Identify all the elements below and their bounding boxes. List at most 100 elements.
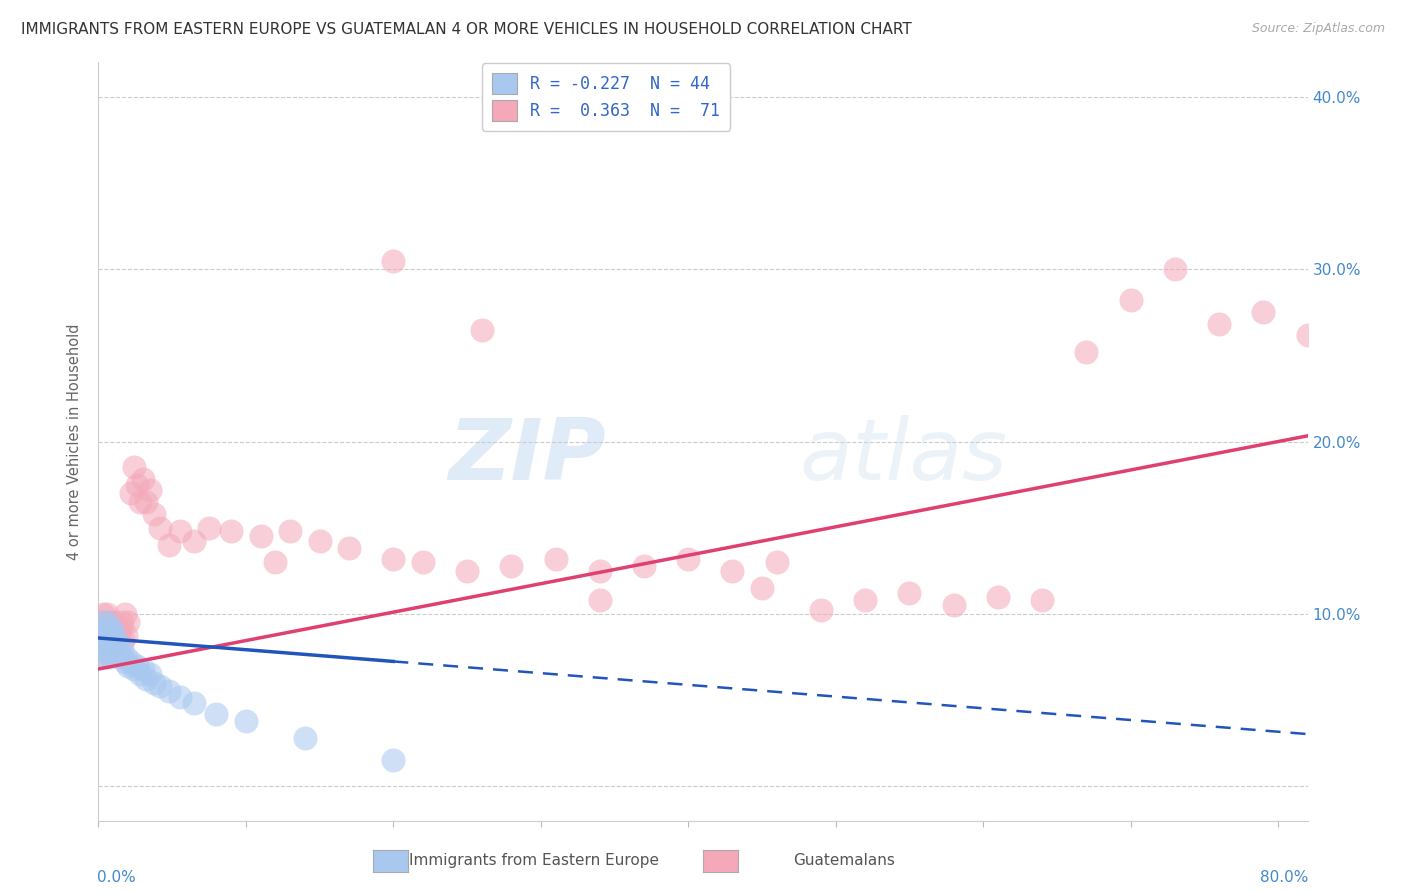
Point <box>115 627 138 641</box>
Point <box>1076 345 1098 359</box>
Point <box>114 655 136 669</box>
Point <box>100 624 122 639</box>
Point <box>157 684 180 698</box>
Point <box>94 627 117 641</box>
Point <box>98 621 121 635</box>
Point <box>721 564 744 578</box>
Point <box>219 524 242 538</box>
Point <box>678 551 700 566</box>
Point <box>101 645 124 659</box>
Point <box>105 632 128 647</box>
Point <box>120 486 142 500</box>
Point <box>125 658 148 673</box>
Point <box>89 624 111 639</box>
Point <box>94 649 117 664</box>
Point <box>987 590 1010 604</box>
Point <box>135 495 157 509</box>
Text: ZIP: ZIP <box>449 415 606 499</box>
Point <box>501 558 523 573</box>
Text: IMMIGRANTS FROM EASTERN EUROPE VS GUATEMALAN 4 OR MORE VEHICLES IN HOUSEHOLD COR: IMMIGRANTS FROM EASTERN EUROPE VS GUATEM… <box>21 22 912 37</box>
Point <box>89 649 111 664</box>
Point <box>264 555 287 569</box>
Y-axis label: 4 or more Vehicles in Household: 4 or more Vehicles in Household <box>67 323 83 560</box>
Point <box>104 638 127 652</box>
Point <box>91 641 114 656</box>
Point <box>122 662 145 676</box>
Point <box>110 621 132 635</box>
Point <box>93 621 115 635</box>
Point <box>90 632 112 647</box>
Point <box>110 649 132 664</box>
Text: Source: ZipAtlas.com: Source: ZipAtlas.com <box>1251 22 1385 36</box>
Point <box>198 521 221 535</box>
Point <box>1208 318 1230 332</box>
Point <box>456 564 478 578</box>
Point <box>112 632 135 647</box>
Point <box>100 627 122 641</box>
Point <box>337 541 360 556</box>
Point <box>149 521 172 535</box>
Point <box>94 645 117 659</box>
Point <box>104 615 127 630</box>
Point <box>294 731 316 745</box>
Point <box>382 753 405 767</box>
Point <box>751 581 773 595</box>
Point <box>149 679 172 693</box>
Point <box>120 655 142 669</box>
Text: Immigrants from Eastern Europe: Immigrants from Eastern Europe <box>409 854 659 868</box>
Point <box>308 534 330 549</box>
Point <box>205 706 228 721</box>
Text: 80.0%: 80.0% <box>1260 870 1309 885</box>
Point <box>96 632 118 647</box>
Point <box>96 632 118 647</box>
Point <box>108 645 131 659</box>
Point <box>90 632 112 647</box>
Point <box>810 603 832 617</box>
Point <box>115 649 138 664</box>
Point <box>135 673 157 687</box>
Point <box>143 675 166 690</box>
Point <box>90 621 112 635</box>
Point <box>633 558 655 573</box>
Point <box>108 627 131 641</box>
Point <box>91 607 114 621</box>
Point <box>139 667 162 681</box>
Point <box>1253 305 1275 319</box>
Point <box>169 690 191 704</box>
Point <box>235 714 257 728</box>
Point <box>90 615 112 630</box>
Point <box>125 477 148 491</box>
Point <box>942 599 965 613</box>
Point <box>183 534 205 549</box>
Point <box>589 593 612 607</box>
Point <box>91 641 114 656</box>
Point <box>544 551 567 566</box>
Point <box>93 638 115 652</box>
Point <box>183 697 205 711</box>
Text: 0.0%: 0.0% <box>97 870 136 885</box>
Point <box>157 538 180 552</box>
Point <box>382 253 405 268</box>
Point <box>94 615 117 630</box>
Point <box>97 621 120 635</box>
Point <box>101 638 124 652</box>
Point <box>765 555 787 569</box>
Point <box>105 632 128 647</box>
Point <box>93 624 115 639</box>
Point <box>131 473 153 487</box>
Point <box>96 607 118 621</box>
Text: Guatemalans: Guatemalans <box>793 854 894 868</box>
Point <box>114 607 136 621</box>
Point <box>97 624 120 639</box>
Point <box>1031 593 1053 607</box>
Point <box>98 615 121 630</box>
Point <box>1296 327 1319 342</box>
Point <box>111 641 134 656</box>
Point <box>91 615 114 630</box>
Point <box>117 658 139 673</box>
Legend: R = -0.227  N = 44, R =  0.363  N =  71: R = -0.227 N = 44, R = 0.363 N = 71 <box>482 63 731 130</box>
Point <box>898 586 921 600</box>
Point <box>97 645 120 659</box>
Point <box>1164 262 1187 277</box>
Point <box>107 641 129 656</box>
